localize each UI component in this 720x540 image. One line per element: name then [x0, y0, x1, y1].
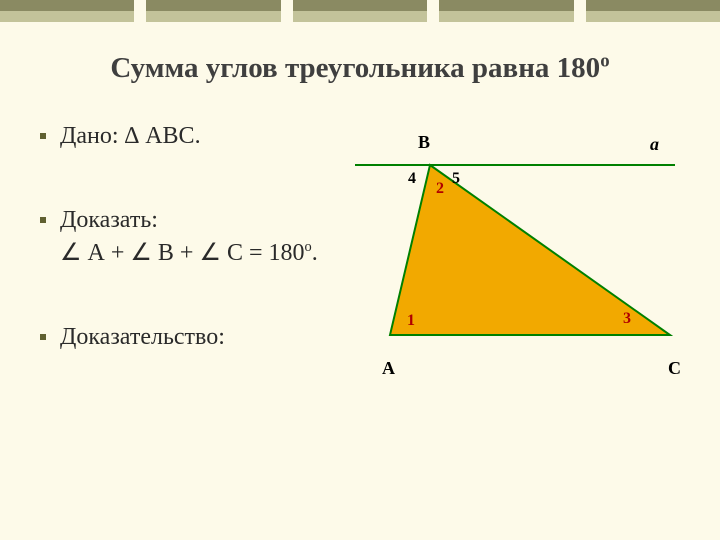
vertex-label-b: В [418, 132, 430, 153]
border-segment [146, 0, 280, 22]
angle-num-2: 2 [436, 180, 444, 198]
text-column: Дано: ∆ АВС. Доказать:∠ А + ∠ В + ∠ С = 1… [0, 120, 340, 406]
border-gap [427, 0, 439, 22]
bullet-text: Дано: ∆ АВС. [60, 120, 201, 152]
bullet-marker [40, 334, 46, 340]
bullet-item: Доказательство: [40, 321, 340, 353]
border-segment [586, 0, 720, 22]
border-segment [293, 0, 427, 22]
border-segment [0, 0, 134, 22]
angle-num-3: 3 [623, 310, 631, 328]
bullet-marker [40, 217, 46, 223]
bullet-item: Доказать:∠ А + ∠ В + ∠ С = 180о. [40, 204, 340, 269]
bullet-marker [40, 133, 46, 139]
title-text: Сумма углов треугольника равна 180 [110, 52, 600, 84]
bullet-text: Доказать:∠ А + ∠ В + ∠ С = 180о. [60, 204, 318, 269]
decorative-top-border [0, 0, 720, 22]
bullet-item: Дано: ∆ АВС. [40, 120, 340, 152]
triangle-diagram [340, 120, 700, 380]
slide-title: Сумма углов треугольника равна 180о [0, 52, 720, 85]
border-gap [281, 0, 293, 22]
bullet-text: Доказательство: [60, 321, 225, 353]
border-segment [439, 0, 573, 22]
angle-num-5: 5 [452, 170, 460, 188]
content-area: Дано: ∆ АВС. Доказать:∠ А + ∠ В + ∠ С = 1… [0, 120, 720, 406]
angle-num-4: 4 [408, 170, 416, 188]
border-gap [134, 0, 146, 22]
border-gap [574, 0, 586, 22]
vertex-label-c: С [668, 358, 681, 379]
title-sup: о [600, 50, 609, 71]
angle-num-1: 1 [407, 312, 415, 330]
vertex-label-a: А [382, 358, 395, 379]
line-label-a: a [650, 134, 659, 155]
diagram-column: А В Сa 1 2 3 4 5 [340, 120, 720, 406]
